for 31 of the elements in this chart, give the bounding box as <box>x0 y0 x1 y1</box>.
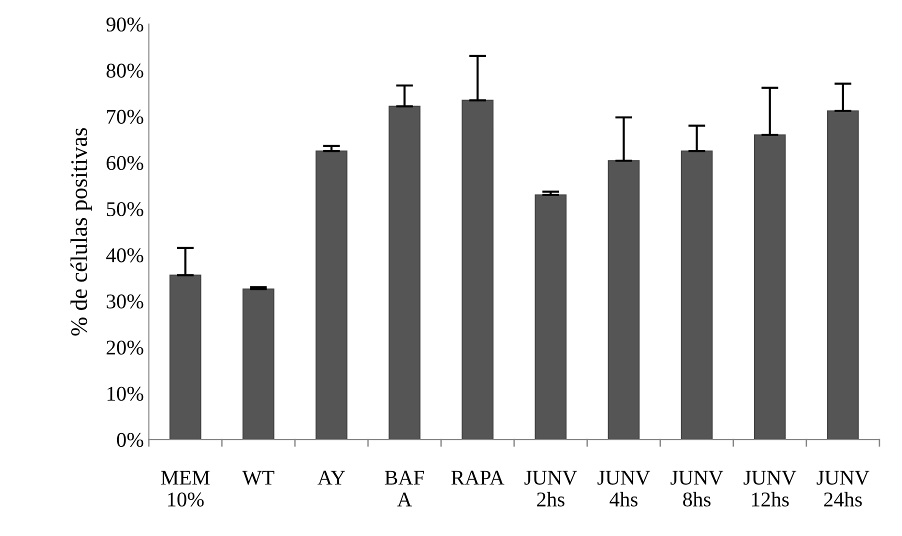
x-tick-label: BAF A <box>384 470 424 506</box>
x-tick-label: JUNV 2hs <box>524 470 578 507</box>
y-tick-label: 60% <box>106 156 144 170</box>
bar <box>754 134 786 440</box>
y-tick-label: 30% <box>106 294 144 309</box>
x-tick-label: JUNV 8hs <box>670 470 724 507</box>
bar <box>534 194 567 440</box>
x-tick-label: JUNV 4hs <box>598 470 650 507</box>
bar <box>608 160 640 440</box>
x-tick-label: WT <box>242 470 274 485</box>
bar <box>827 110 859 440</box>
x-tick-label: AY <box>318 470 346 485</box>
y-tick-label: 10% <box>108 386 144 401</box>
y-tick-label: 50% <box>106 202 144 216</box>
y-tick-label: 20% <box>106 340 144 355</box>
x-tick-label: JUNV 24hs <box>816 470 870 507</box>
x-tick-label: RAPA <box>451 470 504 485</box>
x-tick-label: MEM 10% <box>161 470 210 507</box>
bar <box>316 150 348 440</box>
y-tick-label: 40% <box>106 248 144 262</box>
y-tick-label: 0% <box>116 432 144 448</box>
x-tick-label: JUNV 12hs <box>744 470 796 507</box>
bar <box>680 150 713 440</box>
bar <box>242 288 274 440</box>
y-axis-title: % de células positivas <box>70 128 92 336</box>
bar <box>169 274 202 440</box>
y-tick-label: 70% <box>107 110 144 124</box>
y-tick-label: 90% <box>106 17 144 32</box>
bar <box>388 106 420 440</box>
bar <box>462 100 494 440</box>
y-tick-label: 80% <box>106 64 144 78</box>
